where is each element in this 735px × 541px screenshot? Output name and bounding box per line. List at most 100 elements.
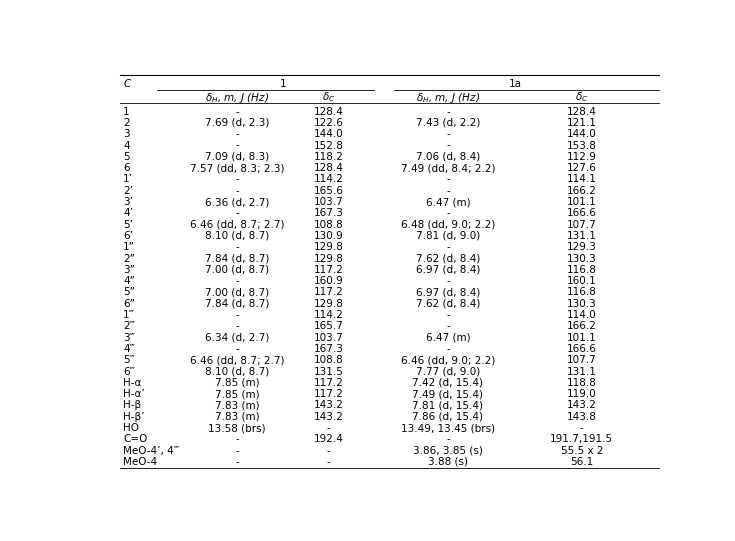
Text: 2’: 2’ bbox=[123, 186, 133, 196]
Text: 6.47 (m): 6.47 (m) bbox=[426, 333, 470, 342]
Text: 7.86 (d, 15.4): 7.86 (d, 15.4) bbox=[412, 412, 484, 422]
Text: 129.3: 129.3 bbox=[567, 242, 597, 252]
Text: 112.9: 112.9 bbox=[567, 152, 597, 162]
Text: 3’: 3’ bbox=[123, 197, 133, 207]
Text: 114.2: 114.2 bbox=[313, 310, 343, 320]
Text: 153.8: 153.8 bbox=[567, 141, 597, 150]
Text: 7.49 (d, 15.4): 7.49 (d, 15.4) bbox=[412, 389, 484, 399]
Text: -: - bbox=[326, 446, 330, 456]
Text: 130.3: 130.3 bbox=[567, 299, 597, 309]
Text: 7.83 (m): 7.83 (m) bbox=[215, 400, 259, 411]
Text: 127.6: 127.6 bbox=[567, 163, 597, 173]
Text: 7.49 (dd, 8.4; 2.2): 7.49 (dd, 8.4; 2.2) bbox=[401, 163, 495, 173]
Text: 6: 6 bbox=[123, 163, 130, 173]
Text: C: C bbox=[123, 79, 130, 89]
Text: 130.9: 130.9 bbox=[313, 231, 343, 241]
Text: 108.8: 108.8 bbox=[313, 220, 343, 229]
Text: 122.6: 122.6 bbox=[313, 118, 343, 128]
Text: 131.1: 131.1 bbox=[567, 367, 597, 377]
Text: -: - bbox=[446, 321, 450, 331]
Text: -: - bbox=[446, 141, 450, 150]
Text: 6.97 (d, 8.4): 6.97 (d, 8.4) bbox=[416, 265, 480, 275]
Text: 7.84 (d, 8.7): 7.84 (d, 8.7) bbox=[205, 299, 269, 309]
Text: 107.7: 107.7 bbox=[567, 220, 597, 229]
Text: MeO-4’, 4‴: MeO-4’, 4‴ bbox=[123, 446, 179, 456]
Text: 1‴: 1‴ bbox=[123, 310, 135, 320]
Text: -: - bbox=[235, 242, 239, 252]
Text: -: - bbox=[446, 434, 450, 444]
Text: 55.5 x 2: 55.5 x 2 bbox=[561, 446, 603, 456]
Text: 7.85 (m): 7.85 (m) bbox=[215, 378, 259, 388]
Text: 7.62 (d, 8.4): 7.62 (d, 8.4) bbox=[416, 299, 480, 309]
Text: MeO-4: MeO-4 bbox=[123, 457, 157, 467]
Text: -: - bbox=[235, 208, 239, 219]
Text: 7.83 (m): 7.83 (m) bbox=[215, 412, 259, 422]
Text: 56.1: 56.1 bbox=[570, 457, 593, 467]
Text: 103.7: 103.7 bbox=[313, 197, 343, 207]
Text: 7.06 (d, 8.4): 7.06 (d, 8.4) bbox=[416, 152, 480, 162]
Text: 128.4: 128.4 bbox=[313, 163, 343, 173]
Text: 2”: 2” bbox=[123, 254, 135, 263]
Text: 121.1: 121.1 bbox=[567, 118, 597, 128]
Text: 167.3: 167.3 bbox=[313, 344, 343, 354]
Text: -: - bbox=[446, 276, 450, 286]
Text: 7.77 (d, 9.0): 7.77 (d, 9.0) bbox=[416, 367, 480, 377]
Text: -: - bbox=[235, 457, 239, 467]
Text: 7.09 (d, 8.3): 7.09 (d, 8.3) bbox=[205, 152, 269, 162]
Text: 3.86, 3.85 (s): 3.86, 3.85 (s) bbox=[413, 446, 483, 456]
Text: -: - bbox=[235, 107, 239, 117]
Text: 13.58 (brs): 13.58 (brs) bbox=[208, 423, 266, 433]
Text: $\delta_{H}$, m, J (Hz): $\delta_{H}$, m, J (Hz) bbox=[205, 90, 269, 104]
Text: 129.8: 129.8 bbox=[313, 242, 343, 252]
Text: -: - bbox=[446, 208, 450, 219]
Text: 144.0: 144.0 bbox=[313, 129, 343, 139]
Text: 166.2: 166.2 bbox=[567, 321, 597, 331]
Text: 117.2: 117.2 bbox=[313, 265, 343, 275]
Text: 1”: 1” bbox=[123, 242, 135, 252]
Text: 7.43 (d, 2.2): 7.43 (d, 2.2) bbox=[416, 118, 480, 128]
Text: -: - bbox=[235, 434, 239, 444]
Text: -: - bbox=[235, 276, 239, 286]
Text: 117.2: 117.2 bbox=[313, 287, 343, 298]
Text: 166.6: 166.6 bbox=[567, 344, 597, 354]
Text: 4: 4 bbox=[123, 141, 130, 150]
Text: 7.57 (dd, 8.3; 2.3): 7.57 (dd, 8.3; 2.3) bbox=[190, 163, 284, 173]
Text: 116.8: 116.8 bbox=[567, 265, 597, 275]
Text: 129.8: 129.8 bbox=[313, 254, 343, 263]
Text: 165.6: 165.6 bbox=[313, 186, 343, 196]
Text: 5: 5 bbox=[123, 152, 130, 162]
Text: 143.2: 143.2 bbox=[313, 400, 343, 411]
Text: 6.46 (dd, 8.7; 2.7): 6.46 (dd, 8.7; 2.7) bbox=[190, 355, 284, 365]
Text: 101.1: 101.1 bbox=[567, 333, 597, 342]
Text: 128.4: 128.4 bbox=[313, 107, 343, 117]
Text: -: - bbox=[446, 310, 450, 320]
Text: 7.00 (d, 8.7): 7.00 (d, 8.7) bbox=[205, 265, 269, 275]
Text: 4”: 4” bbox=[123, 276, 135, 286]
Text: 7.84 (d, 8.7): 7.84 (d, 8.7) bbox=[205, 254, 269, 263]
Text: 131.5: 131.5 bbox=[313, 367, 343, 377]
Text: -: - bbox=[235, 344, 239, 354]
Text: 7.00 (d, 8.7): 7.00 (d, 8.7) bbox=[205, 287, 269, 298]
Text: 3”: 3” bbox=[123, 265, 135, 275]
Text: 5‴: 5‴ bbox=[123, 355, 135, 365]
Text: $\delta_{H}$, m, J (Hz): $\delta_{H}$, m, J (Hz) bbox=[416, 90, 480, 104]
Text: -: - bbox=[446, 174, 450, 184]
Text: 116.8: 116.8 bbox=[567, 287, 597, 298]
Text: 6.36 (d, 2.7): 6.36 (d, 2.7) bbox=[205, 197, 269, 207]
Text: 129.8: 129.8 bbox=[313, 299, 343, 309]
Text: -: - bbox=[580, 423, 584, 433]
Text: 4’: 4’ bbox=[123, 208, 133, 219]
Text: 3: 3 bbox=[123, 129, 130, 139]
Text: 1: 1 bbox=[123, 107, 130, 117]
Text: 101.1: 101.1 bbox=[567, 197, 597, 207]
Text: -: - bbox=[446, 242, 450, 252]
Text: H-β: H-β bbox=[123, 400, 141, 411]
Text: 3‴: 3‴ bbox=[123, 333, 135, 342]
Text: 7.42 (d, 15.4): 7.42 (d, 15.4) bbox=[412, 378, 484, 388]
Text: 160.1: 160.1 bbox=[567, 276, 597, 286]
Text: 119.0: 119.0 bbox=[567, 389, 597, 399]
Text: 13.49, 13.45 (brs): 13.49, 13.45 (brs) bbox=[401, 423, 495, 433]
Text: 114.0: 114.0 bbox=[567, 310, 597, 320]
Text: 152.8: 152.8 bbox=[313, 141, 343, 150]
Text: -: - bbox=[235, 141, 239, 150]
